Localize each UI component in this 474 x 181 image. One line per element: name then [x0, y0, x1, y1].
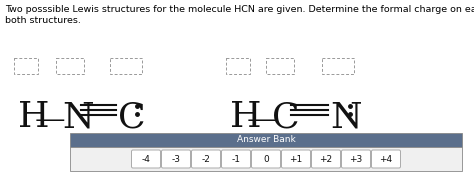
Text: C: C — [118, 100, 146, 134]
Text: -1: -1 — [231, 155, 240, 163]
Text: 0: 0 — [263, 155, 269, 163]
Text: Two posssible Lewis structures for the molecule HCN are given. Determine the for: Two posssible Lewis structures for the m… — [5, 5, 474, 14]
FancyBboxPatch shape — [191, 150, 220, 168]
Text: -2: -2 — [201, 155, 210, 163]
FancyBboxPatch shape — [131, 150, 161, 168]
FancyBboxPatch shape — [162, 150, 191, 168]
Text: —: — — [247, 104, 278, 135]
Text: +1: +1 — [289, 155, 302, 163]
Text: +2: +2 — [319, 155, 333, 163]
Bar — [266, 58, 294, 74]
Bar — [226, 58, 250, 74]
Bar — [14, 58, 38, 74]
Bar — [322, 58, 354, 74]
Text: Answer Bank: Answer Bank — [237, 136, 295, 144]
Text: H: H — [230, 100, 262, 134]
Text: —: — — [35, 104, 65, 135]
FancyBboxPatch shape — [372, 150, 401, 168]
Text: -4: -4 — [142, 155, 150, 163]
FancyBboxPatch shape — [252, 150, 281, 168]
Bar — [70, 147, 462, 171]
Text: C: C — [272, 100, 300, 134]
Bar — [110, 58, 142, 74]
Text: -3: -3 — [172, 155, 181, 163]
FancyBboxPatch shape — [221, 150, 250, 168]
Text: +4: +4 — [380, 155, 392, 163]
Text: N: N — [330, 100, 362, 134]
Text: both structures.: both structures. — [5, 16, 81, 25]
Text: +3: +3 — [349, 155, 363, 163]
Text: H: H — [18, 100, 49, 134]
FancyBboxPatch shape — [311, 150, 340, 168]
Bar — [70, 133, 462, 147]
FancyBboxPatch shape — [282, 150, 310, 168]
Text: N: N — [62, 100, 94, 134]
FancyBboxPatch shape — [341, 150, 371, 168]
Bar — [56, 58, 84, 74]
